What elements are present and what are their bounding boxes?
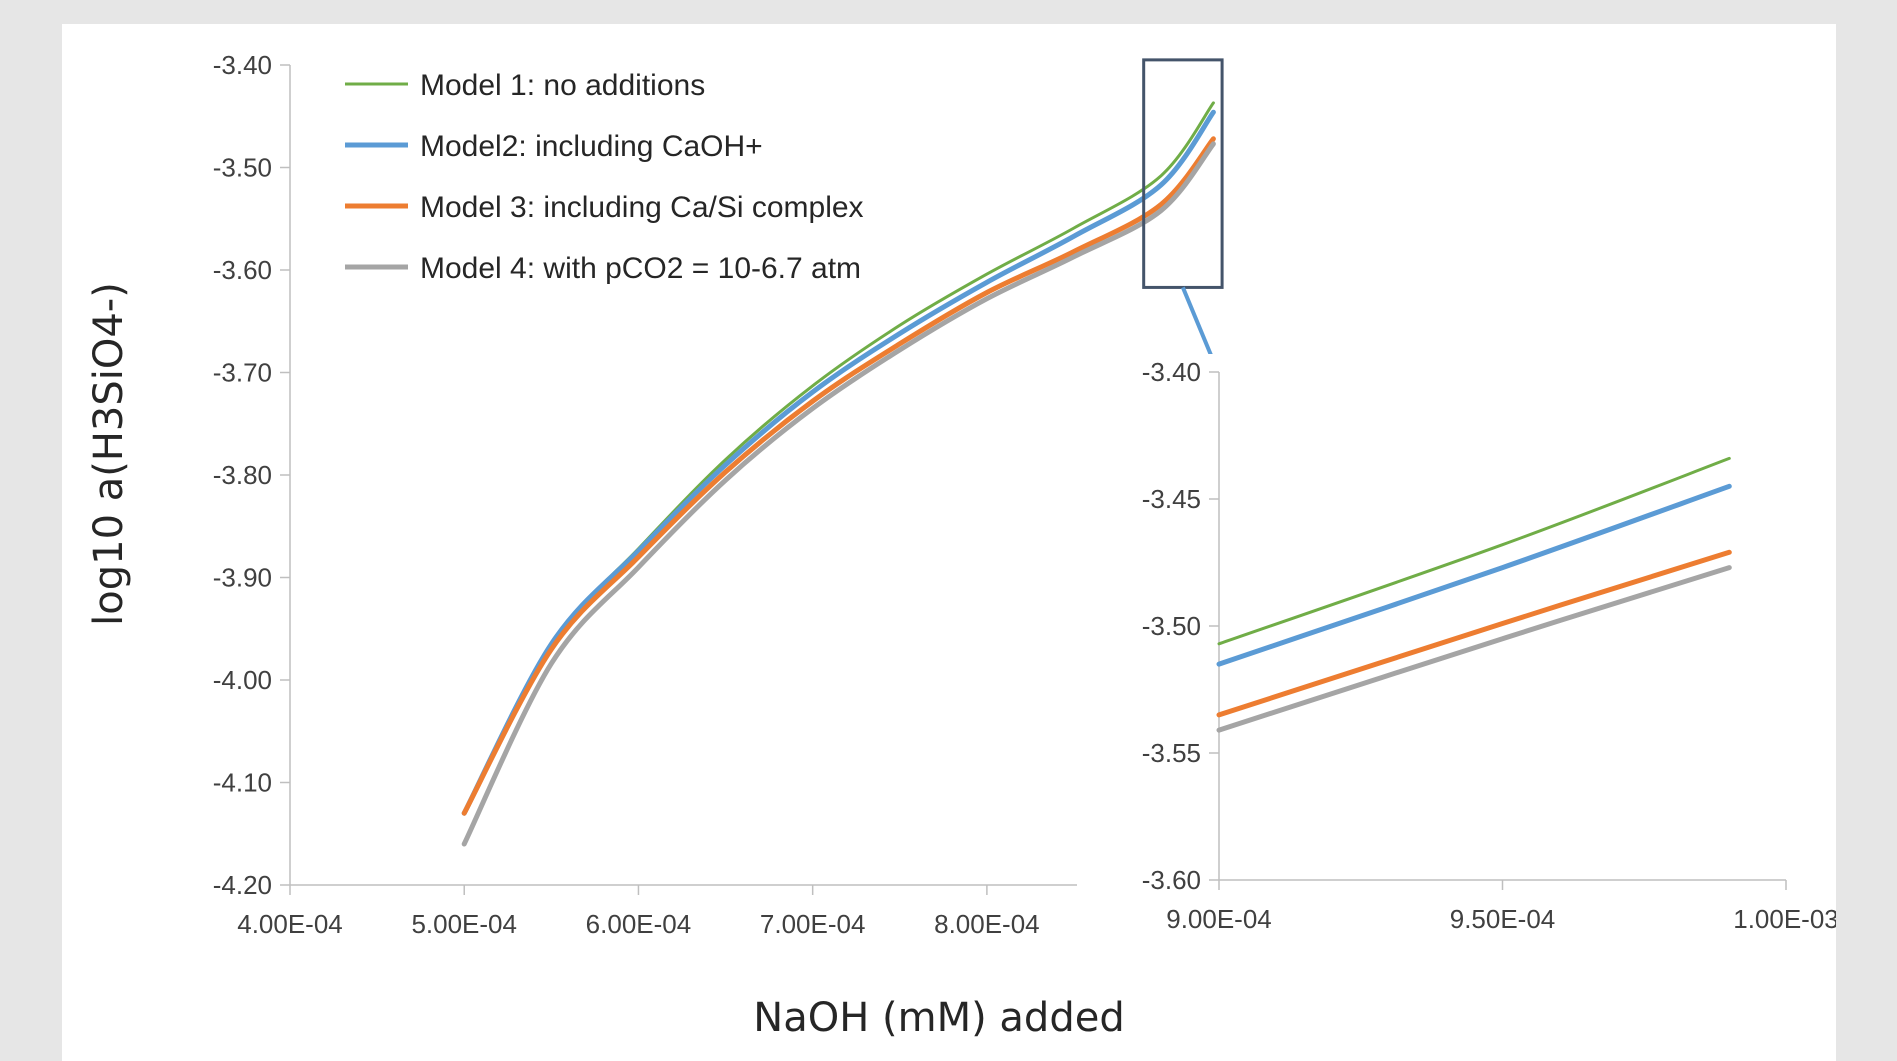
inset-y-tick-label: -3.40 [1142,357,1201,387]
inset-series-line-3 [1216,549,1732,718]
main-chart: -3.40 -3.50 -3.60 -3.70 -3.80 -3.90 -4.00 -4.10… [213,50,1216,939]
inset-series-group [1216,456,1732,733]
legend-label-2: Model2: including CaOH+ [420,130,763,163]
inset-x-tick-label: 9.50E-04 [1450,904,1556,934]
main-y-tick-label: -3.90 [213,563,272,593]
main-y-tick-label: -4.00 [213,665,272,695]
chart-panel: -3.40 -3.50 -3.60 -3.70 -3.80 -3.90 -4.00 -4.10… [62,24,1836,1061]
main-axes: -3.40 -3.50 -3.60 -3.70 -3.80 -3.90 -4.00 -4.10… [213,50,1077,939]
inset-series-line-1 [1217,456,1731,646]
inset-series-line-2 [1216,483,1732,667]
main-y-tick-label: -4.20 [213,870,272,900]
inset-series-line-4 [1216,565,1732,733]
inset-background [1127,354,1827,954]
inset-x-tick-label: 1.00E-03 [1733,904,1836,934]
y-axis-title: log10 a(H3SiO4-) [86,282,132,626]
legend-label-1: Model 1: no additions [420,69,705,102]
inset-y-tick-label: -3.60 [1142,865,1201,895]
main-x-tick-label: 5.00E-04 [411,909,517,939]
main-series-line-3 [461,136,1216,816]
main-x-tick-label: 4.00E-04 [237,909,343,939]
main-series-line-4 [461,141,1216,847]
inset-x-tick-label: 9.00E-04 [1166,904,1272,934]
main-y-tick-label: -3.70 [213,358,272,388]
chart-canvas: -3.40 -3.50 -3.60 -3.70 -3.80 -3.90 -4.00 -4.10… [86,50,1836,1041]
legend: Model 1: no additions Model2: including C… [345,69,864,285]
main-series-line-2 [461,109,1216,816]
main-y-tick-label: -3.50 [213,153,272,183]
x-axis-title: NaOH (mM) added [753,995,1124,1041]
main-y-tick-label: -4.10 [213,768,272,798]
main-y-tick-label: -3.80 [213,460,272,490]
zoom-box [1142,58,1224,289]
inset-axes: -3.40 -3.45 -3.50 -3.55 -3.60 9.00E-04 9.50E-0… [1142,357,1836,934]
main-y-tick-label: -3.40 [213,50,272,80]
main-series-group [461,101,1216,847]
legend-label-3: Model 3: including Ca/Si complex [420,191,864,224]
main-x-tick-label: 6.00E-04 [586,909,692,939]
main-x-tick-label: 8.00E-04 [934,909,1040,939]
inset-y-tick-label: -3.50 [1142,611,1201,641]
inset-y-tick-label: -3.45 [1142,484,1201,514]
inset-y-tick-label: -3.55 [1142,738,1201,768]
legend-label-4: Model 4: with pCO2 = 10-6.7 atm [420,252,861,285]
main-y-tick-label: -3.60 [213,255,272,285]
inset-chart: -3.40 -3.45 -3.50 -3.55 -3.60 9.00E-04 9.50E-0… [1127,354,1836,954]
main-x-tick-label: 7.00E-04 [760,909,866,939]
